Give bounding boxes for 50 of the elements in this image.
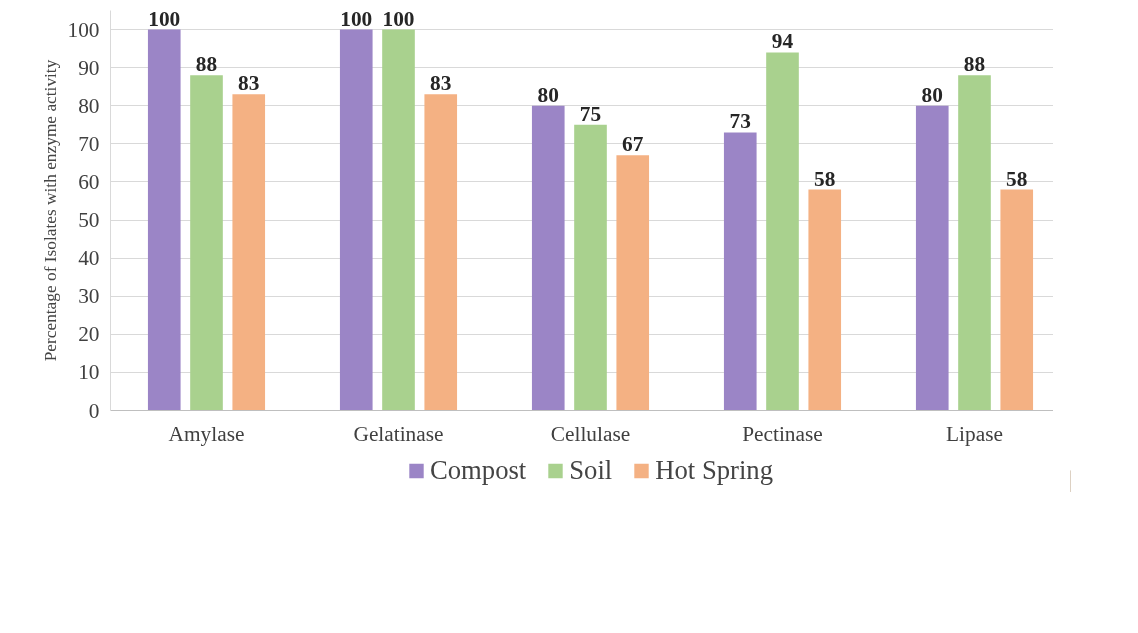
- y-tick-label: 20: [78, 322, 100, 347]
- x-tick-label: Gelatinase: [353, 421, 444, 446]
- bar: [382, 29, 415, 411]
- data-label: 94: [771, 29, 794, 54]
- data-label: 88: [963, 52, 986, 77]
- data-label: 58: [1006, 166, 1028, 191]
- x-tick-label: Pectinase: [742, 421, 823, 446]
- bar: [147, 29, 181, 411]
- bar: [958, 75, 991, 411]
- x-tick-label: Cellulase: [550, 421, 631, 446]
- y-tick-label: 50: [78, 208, 100, 233]
- data-label: 73: [729, 109, 751, 134]
- data-label: 100: [340, 6, 373, 31]
- bar: [808, 189, 842, 411]
- y-tick-label: 40: [78, 246, 100, 271]
- bar: [723, 132, 757, 411]
- y-tick-label: 80: [78, 93, 100, 118]
- bar: [339, 29, 373, 411]
- legend-label: Hot Spring: [655, 454, 773, 486]
- bar: [1000, 189, 1034, 411]
- bar: [915, 105, 949, 411]
- bar: [531, 105, 565, 411]
- x-tick-label: Lipase: [946, 421, 1003, 446]
- bar: [232, 94, 266, 411]
- legend-label: Soil: [569, 454, 613, 486]
- data-label: 80: [921, 82, 943, 107]
- data-label: 83: [238, 71, 260, 96]
- data-label: 58: [814, 166, 836, 191]
- y-axis-title: Percentage of Isolates with enzyme activity: [40, 59, 60, 362]
- y-tick-label: 0: [88, 398, 100, 423]
- bar: [190, 75, 223, 411]
- y-tick-label: 90: [78, 55, 100, 80]
- x-tick-label: Amylase: [168, 421, 245, 446]
- bar: [424, 94, 458, 411]
- legend-label: Compost: [430, 454, 527, 486]
- data-label: 80: [537, 82, 559, 107]
- data-label: 75: [579, 101, 602, 126]
- data-label: 83: [430, 71, 452, 96]
- data-label: 100: [148, 6, 181, 31]
- data-label: 88: [195, 52, 218, 77]
- y-tick-label: 70: [78, 131, 100, 156]
- data-label: 67: [622, 132, 644, 157]
- y-tick-label: 10: [78, 360, 100, 385]
- bar: [766, 52, 799, 411]
- data-label: 100: [382, 6, 415, 31]
- bar: [574, 124, 607, 411]
- bar: [616, 155, 650, 411]
- y-tick-label: 100: [67, 17, 100, 42]
- y-tick-label: 30: [78, 284, 100, 309]
- y-tick-label: 60: [78, 169, 100, 194]
